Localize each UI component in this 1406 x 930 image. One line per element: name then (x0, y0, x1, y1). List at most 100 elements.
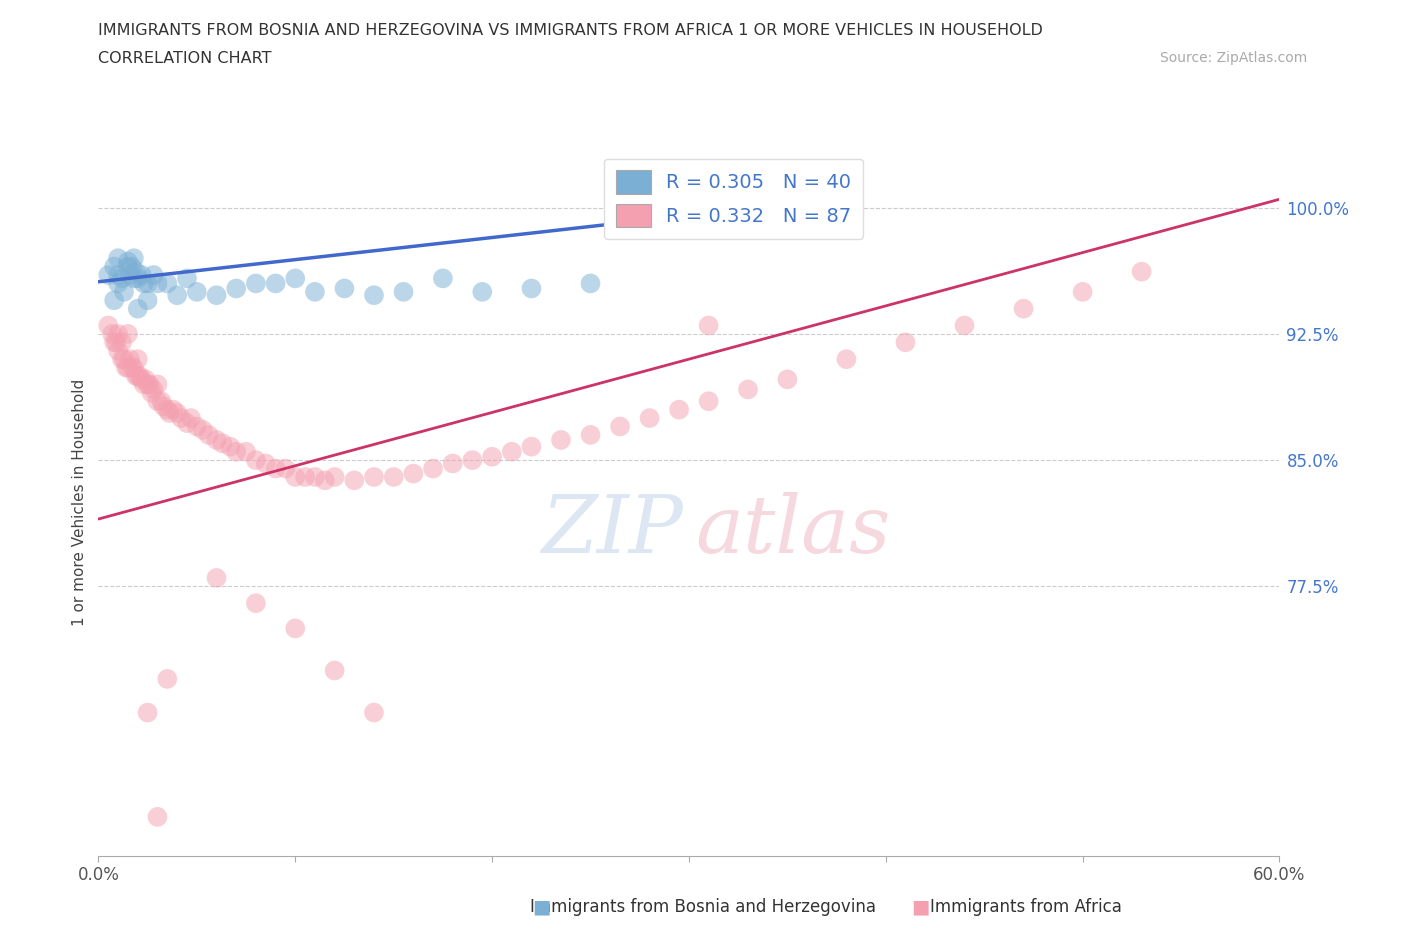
Text: ■: ■ (911, 897, 931, 916)
Point (122, 360, 145, 375)
Point (363, 470, 385, 485)
Point (274, 461, 297, 476)
Point (284, 621, 307, 636)
Point (264, 461, 287, 476)
Point (142, 382, 165, 397)
Point (136, 705, 159, 720)
Point (697, 393, 720, 408)
Point (152, 399, 174, 414)
Point (501, 445, 523, 459)
Point (609, 419, 631, 434)
Point (117, 259, 139, 274)
Y-axis label: 1 or more Vehicles in Household: 1 or more Vehicles in Household (72, 379, 87, 626)
Point (205, 570, 228, 585)
Point (162, 402, 184, 417)
Point (264, 276, 287, 291)
Point (422, 461, 444, 476)
Point (186, 419, 208, 434)
Point (520, 439, 543, 454)
Point (953, 318, 976, 333)
Point (146, 809, 169, 824)
Legend: R = 0.305   N = 40, R = 0.332   N = 87: R = 0.305 N = 40, R = 0.332 N = 87 (605, 158, 863, 239)
Point (180, 411, 202, 426)
Point (146, 377, 169, 392)
Point (125, 264, 148, 279)
Point (111, 335, 134, 350)
Point (156, 402, 179, 417)
Point (111, 271, 134, 286)
Point (127, 368, 149, 383)
Point (157, 405, 180, 420)
Point (579, 276, 602, 291)
Point (1012, 301, 1035, 316)
Point (186, 285, 208, 299)
Point (97, 318, 120, 333)
Point (97, 268, 120, 283)
Point (284, 271, 307, 286)
Point (1130, 264, 1153, 279)
Point (105, 335, 128, 350)
Point (142, 268, 165, 283)
Point (304, 285, 326, 299)
Point (668, 402, 690, 417)
Point (284, 470, 307, 485)
Point (125, 368, 148, 383)
Point (135, 372, 157, 387)
Point (697, 318, 720, 333)
Point (132, 276, 155, 291)
Point (323, 470, 346, 485)
Point (117, 254, 139, 269)
Point (101, 326, 124, 341)
Point (176, 416, 198, 431)
Text: atlas: atlas (695, 492, 890, 569)
Point (471, 285, 494, 299)
Point (579, 428, 602, 443)
Point (156, 671, 179, 686)
Text: ■: ■ (531, 897, 551, 916)
Point (314, 472, 336, 487)
Point (166, 405, 188, 420)
Point (107, 268, 129, 283)
Point (333, 281, 356, 296)
Point (136, 276, 159, 291)
Point (122, 251, 145, 266)
Point (156, 276, 179, 291)
Point (737, 382, 759, 397)
Point (363, 287, 385, 302)
Point (112, 352, 135, 366)
Point (103, 335, 125, 350)
Point (219, 439, 242, 454)
Point (245, 453, 267, 468)
Point (103, 293, 125, 308)
Point (392, 285, 415, 299)
Point (197, 428, 219, 443)
Text: Source: ZipAtlas.com: Source: ZipAtlas.com (1160, 51, 1308, 65)
Point (118, 352, 141, 366)
Point (121, 259, 143, 274)
Text: Immigrants from Africa: Immigrants from Africa (931, 897, 1122, 916)
Point (304, 470, 326, 485)
Point (117, 326, 139, 341)
Point (107, 251, 129, 266)
Point (138, 377, 160, 392)
Point (294, 470, 316, 485)
Point (323, 663, 346, 678)
Text: IMMIGRANTS FROM BOSNIA AND HERZEGOVINA VS IMMIGRANTS FROM AFRICA 1 OR MORE VEHIC: IMMIGRANTS FROM BOSNIA AND HERZEGOVINA V… (98, 23, 1043, 38)
Point (205, 432, 228, 447)
Point (638, 411, 661, 426)
Point (136, 293, 159, 308)
Point (245, 276, 267, 291)
Point (1071, 285, 1094, 299)
Point (107, 326, 129, 341)
Point (111, 352, 134, 366)
Text: CORRELATION CHART: CORRELATION CHART (98, 51, 271, 66)
Point (128, 368, 150, 383)
Point (107, 276, 129, 291)
Point (254, 456, 277, 471)
Point (132, 377, 155, 392)
Point (112, 285, 135, 299)
Point (146, 276, 169, 291)
Point (245, 596, 267, 611)
Point (115, 360, 138, 375)
Point (166, 287, 188, 302)
